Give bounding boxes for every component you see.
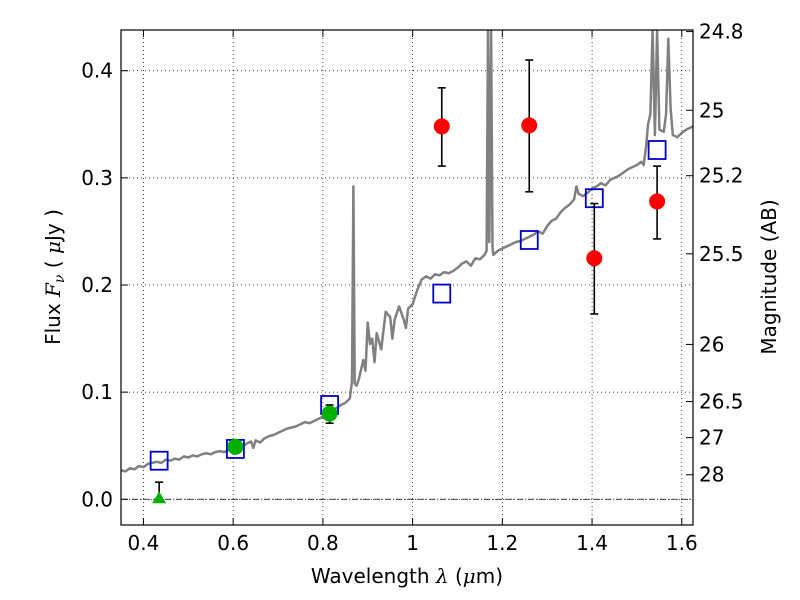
- red-circle-point: [521, 117, 538, 134]
- model-square-point: [432, 283, 452, 304]
- right-axis-label: Magnitude (AB): [757, 199, 781, 354]
- green-triangle-point: [152, 491, 167, 504]
- right-axis-ticks: 24.8 25 25.2 25.5 26 26.5 27 28: [686, 20, 744, 487]
- x-axis-label: Wavelength λ (μm): [311, 564, 503, 588]
- right-tick-label: 25.5: [699, 242, 744, 266]
- y-tick-label: 0.3: [81, 166, 113, 190]
- data-markers: [149, 59, 667, 504]
- x-tick-label: 1.4: [576, 531, 608, 555]
- y-axis-label: Flux Fν ( μJy ): [41, 209, 68, 345]
- model-square-point: [149, 450, 169, 471]
- right-tick-label: 25: [699, 98, 724, 122]
- y-tick-label: 0.1: [81, 380, 113, 404]
- x-tick-label: 0.6: [217, 531, 249, 555]
- right-tick-label: 26.5: [699, 390, 744, 414]
- plot-frame: [120, 29, 694, 526]
- y-tick-label: 0.4: [81, 59, 113, 83]
- right-tick-label: 26: [699, 332, 724, 356]
- model-square-point: [647, 140, 667, 160]
- right-tick-label: 24.8: [699, 20, 744, 44]
- green-circle-point: [227, 438, 244, 455]
- x-axis-ticks: 0.4 0.6 0.8 1 1.2 1.4 1.6: [128, 30, 698, 555]
- right-tick-label: 28: [699, 463, 724, 487]
- y-tick-label: 0.0: [81, 487, 113, 511]
- x-tick-label: 0.4: [128, 531, 160, 555]
- y-axis-ticks: 0.0 0.1 0.2 0.3 0.4: [81, 59, 128, 511]
- x-tick-label: 1.6: [666, 531, 698, 555]
- right-tick-label: 27: [699, 426, 724, 450]
- y-tick-label: 0.2: [81, 273, 113, 297]
- right-tick-label: 25.2: [699, 164, 744, 188]
- x-tick-label: 1.2: [486, 531, 518, 555]
- plot-background: [121, 30, 693, 525]
- red-circle-point: [586, 250, 603, 267]
- x-tick-label: 0.8: [307, 531, 339, 555]
- red-circle-point: [649, 193, 666, 210]
- x-tick-label: 1: [406, 531, 419, 555]
- green-circle-point: [321, 405, 338, 422]
- red-circle-point: [433, 118, 450, 135]
- model-square-point: [519, 230, 539, 250]
